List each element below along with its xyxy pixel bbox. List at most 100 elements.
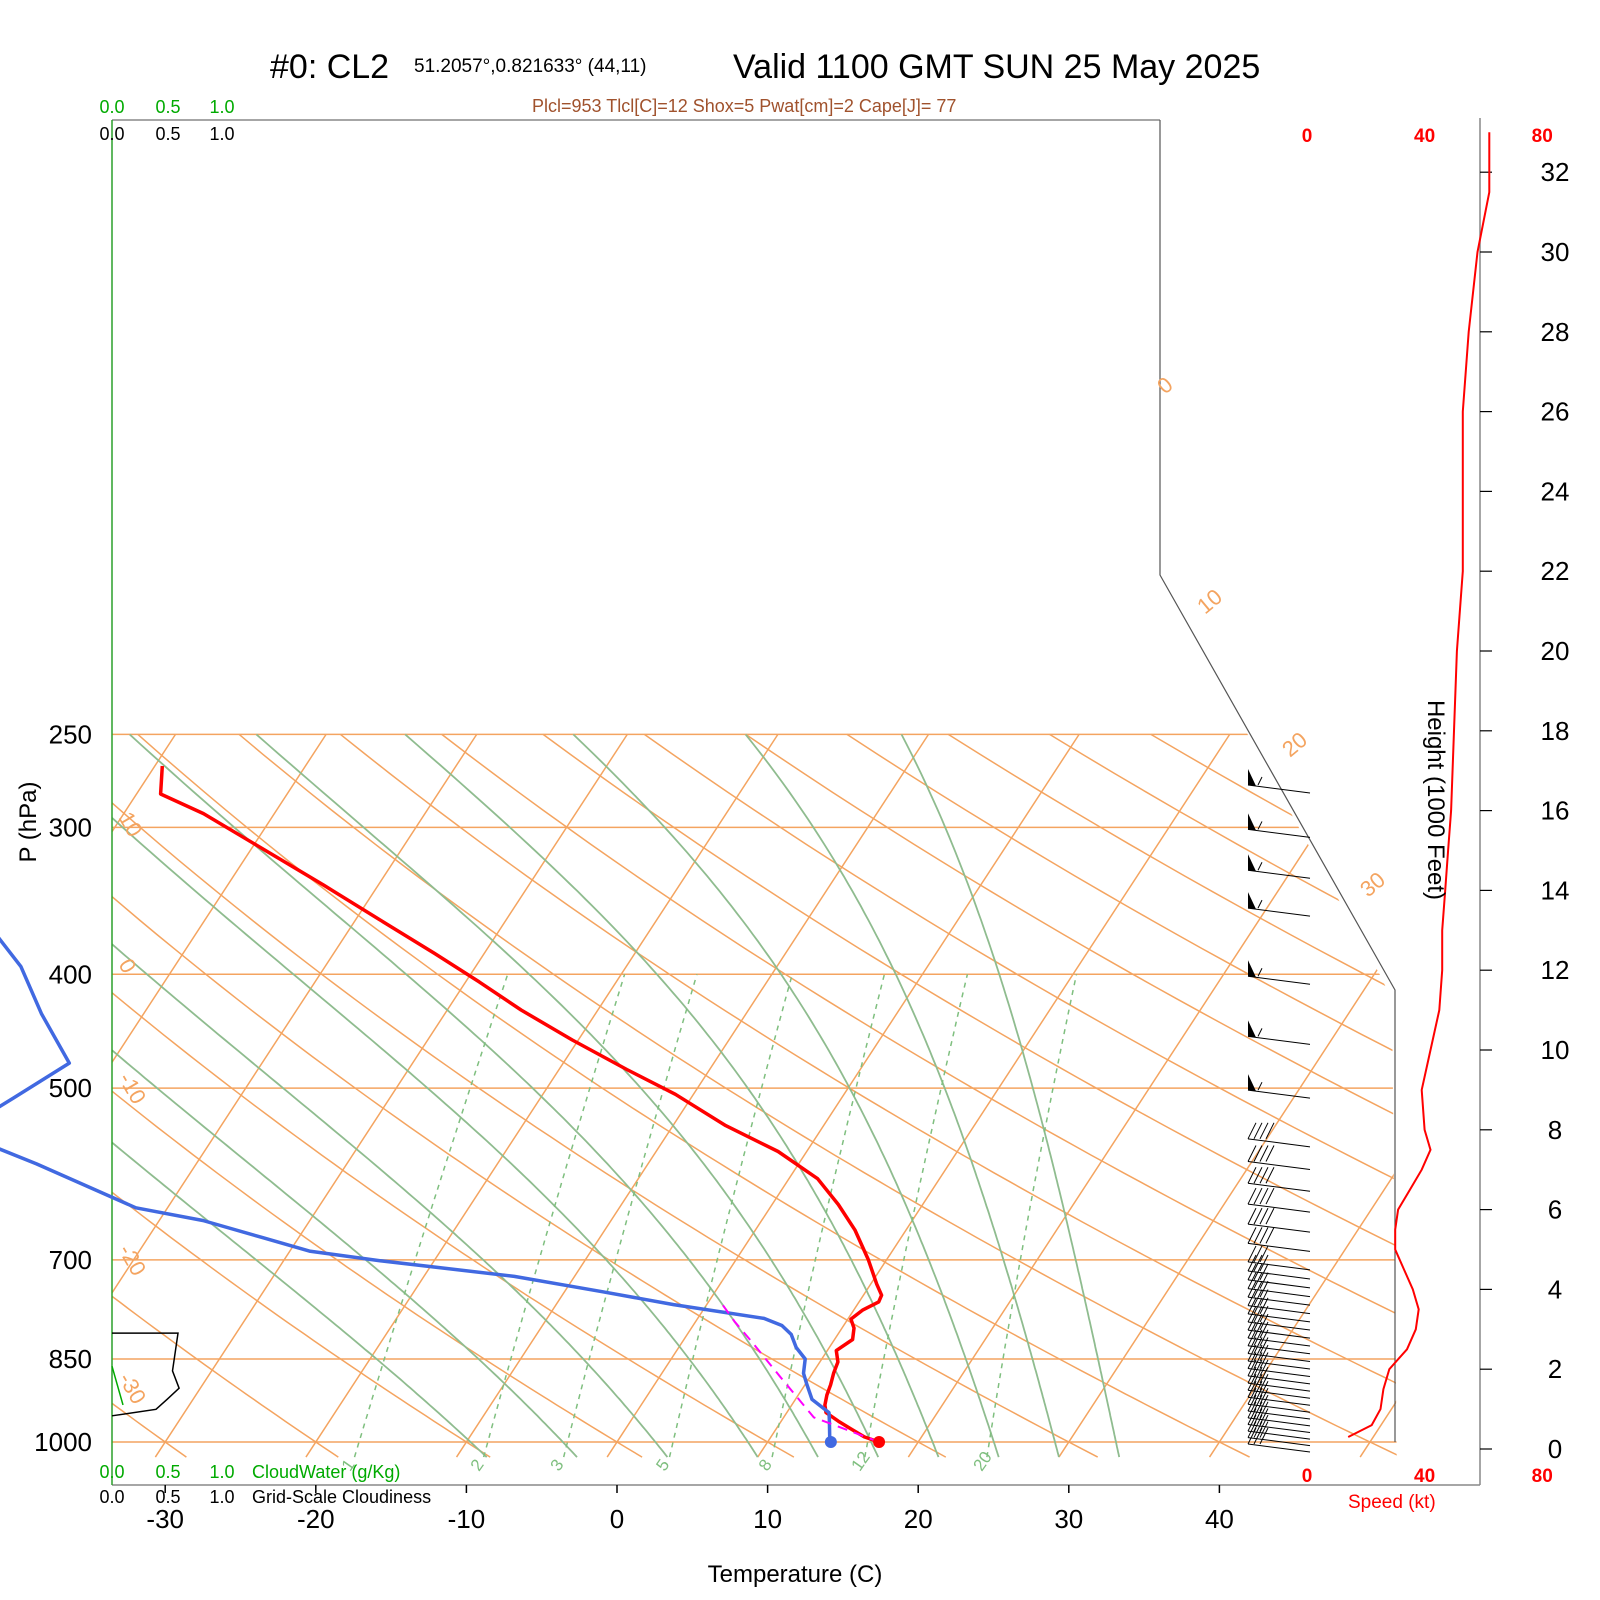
barb-full [1259,1272,1269,1289]
barb-staff [1247,1403,1311,1413]
barb-full [1259,1394,1269,1412]
barb-staff [1247,1223,1311,1233]
pressure-tick-label: 1000 [34,1427,92,1457]
barb-staff [1247,1337,1311,1347]
barb-staff [1247,975,1311,985]
wind-barb [1247,1187,1311,1213]
barb-full [1253,1187,1263,1205]
height-tick-label: 12 [1541,955,1570,985]
speed-tick-bottom: 40 [1414,1466,1435,1487]
cloudwater-trace [111,1365,124,1406]
barb-staff [1247,1329,1311,1339]
plot-frame [111,118,1481,1493]
barb-pennant [1248,1020,1256,1038]
barb-full [1259,1352,1269,1369]
height-tick-label: 30 [1541,237,1570,267]
barb-full [1259,1122,1269,1140]
barb-staff [1247,1138,1311,1148]
wind-barb [1247,892,1311,917]
height-tick-label: 10 [1541,1035,1570,1065]
dry-adiabat-label: 20 [1277,727,1312,762]
barb-full [1253,1394,1263,1412]
x-axis-label: Temperature (C) [708,1561,883,1588]
barb-full [1253,1305,1263,1323]
barb-full [1265,1207,1275,1225]
isotherm-label: -10 [114,1068,152,1108]
height-tick-label: 24 [1541,476,1570,506]
y-axis-label: P (hPa) [15,782,42,863]
barb-half [1257,899,1263,909]
barb-full [1247,1401,1257,1419]
barb-half [1257,1081,1263,1091]
height-axis-label: Height (1000 Feet) [1422,700,1449,900]
dewpoint-profile [0,936,833,1443]
dry-adiabat [137,733,1250,1458]
dry-adiabat [643,733,1397,1458]
wind-barb [1247,960,1311,985]
grid-clipped [112,733,1600,1458]
barb-staff [1247,1035,1311,1045]
barb-full [1253,1280,1263,1298]
cloudwater-tick-top: 0.5 [155,97,180,117]
isotherm-line [1208,733,1397,1458]
isotherm-line [907,733,1381,1458]
barb-full [1247,1344,1257,1362]
height-tick-label: 2 [1548,1354,1562,1384]
mixing-ratio-label: 8 [755,1456,776,1475]
dry-adiabat [112,733,339,1458]
wind-barb [1247,1366,1311,1392]
cloudwater-tick-bottom: 0.5 [155,1462,180,1482]
x-tick-label: -10 [448,1504,486,1534]
barb-full [1247,1408,1257,1425]
barb-full [1259,1187,1269,1205]
barb-staff [1247,1279,1311,1289]
height-tick-label: 16 [1541,796,1570,826]
barb-staff [1247,1410,1311,1420]
barb-full [1259,1289,1269,1306]
parcel-profile [719,1301,880,1443]
speed-tick-bottom: 80 [1532,1466,1553,1487]
cloudiness-tick-bottom: 0.5 [155,1487,180,1507]
barb-full [1253,1145,1263,1162]
barb-full [1253,1381,1263,1398]
barb-staff [1247,907,1311,917]
barb-staff [1247,1396,1311,1406]
barb-full [1247,1245,1257,1263]
speed-tick-top: 40 [1414,126,1435,147]
cloudiness-tick-bottom: 1.0 [209,1487,234,1507]
mixing-ratio-line [771,974,886,1458]
barb-full [1259,1373,1269,1391]
wind-barb [1247,769,1311,794]
x-tick-label: 40 [1205,1504,1234,1534]
barb-staff [1247,1089,1311,1099]
barb-staff [1247,1360,1311,1370]
dry-adiabat [1556,734,1600,1457]
dry-adiabat [112,733,491,1458]
moist-adiabat [129,733,819,1458]
isotherm-line [305,733,779,1458]
barb-full [1259,1145,1269,1162]
chart-title: #0: CL2 [270,48,389,86]
barb-staff [1247,1437,1311,1447]
barb-staff [1247,1296,1311,1306]
cloudiness-tick-top: 0.0 [99,124,124,144]
height-tick-label: 22 [1541,556,1570,586]
moist-adiabat [572,733,1000,1458]
height-tick-label: 18 [1541,716,1570,746]
isotherm-line [112,733,327,1458]
thermo-grid [112,733,1600,1458]
dry-adiabat [112,733,1099,1458]
mixing-ratio-line [668,974,794,1458]
barb-full [1253,1122,1263,1140]
moist-adiabat [744,733,1060,1458]
barb-staff [1247,1430,1311,1440]
wind-barb [1247,1145,1311,1171]
barb-full [1247,1414,1257,1432]
isotherm-line [1058,733,1397,1458]
pressure-tick-label: 850 [49,1344,92,1374]
isotherm-line [757,733,1231,1458]
wind-barb [1247,1263,1311,1289]
dry-adiabat [542,733,1397,1458]
barb-staff [1247,1270,1311,1280]
wind-barb [1247,1254,1311,1280]
